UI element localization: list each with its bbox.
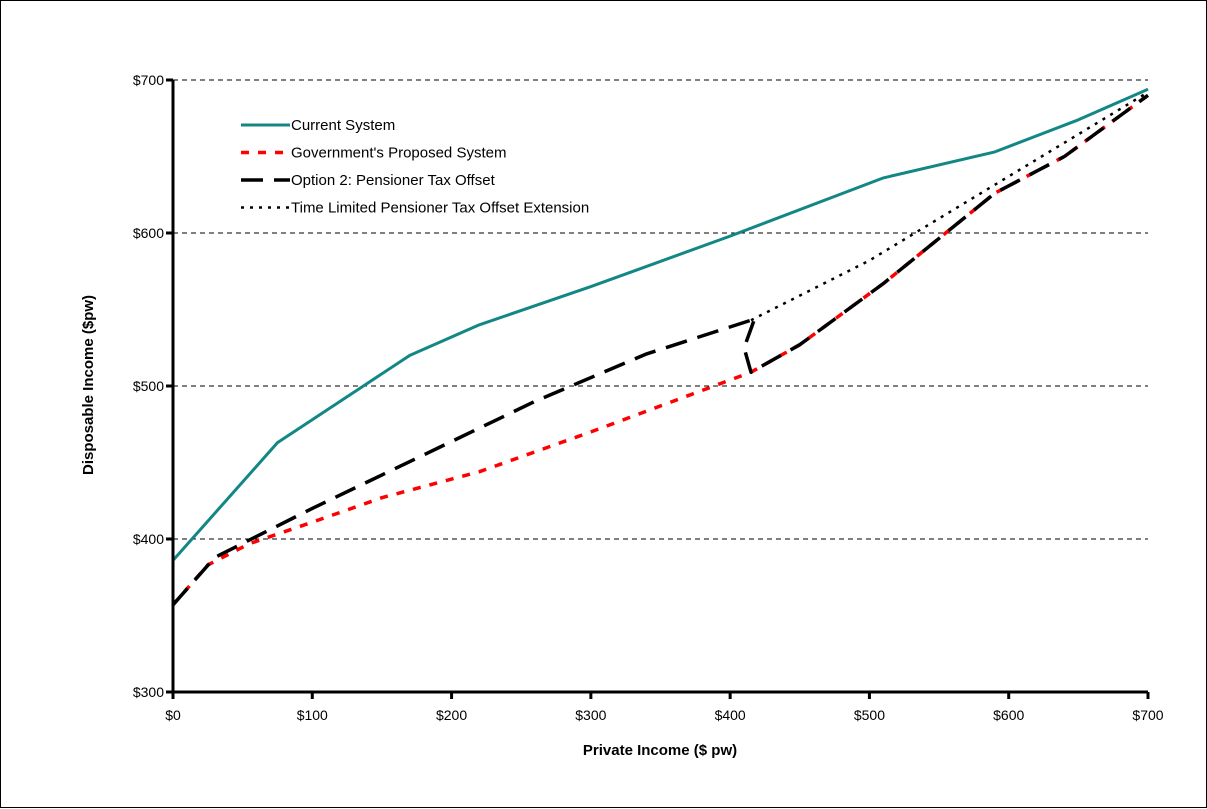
x-tick-label: $300: [575, 707, 606, 723]
x-axis-title: Private Income ($ pw): [583, 742, 737, 759]
legend-label: Option 2: Pensioner Tax Offset: [291, 172, 496, 189]
legend: Current System Government's Proposed Syst…: [241, 117, 589, 217]
y-tick-label: $400: [133, 531, 164, 547]
x-tick-label: $700: [1132, 707, 1163, 723]
y-tick-label: $700: [133, 72, 164, 88]
series-lines: [171, 87, 1150, 606]
y-tick-label: $500: [133, 378, 164, 394]
x-tick-label: $0: [165, 707, 181, 723]
x-tick-label: $500: [854, 707, 885, 723]
legend-label: Government's Proposed System: [291, 145, 506, 162]
y-tick-label: $600: [133, 225, 164, 241]
y-tick-label: $300: [133, 684, 164, 700]
y-axis-title: Disposable Income ($pw): [80, 295, 97, 475]
legend-label: Current System: [291, 117, 395, 134]
x-tick-label: $200: [436, 707, 467, 723]
series-line-2: [171, 93, 1150, 606]
x-tick-label: $400: [715, 707, 746, 723]
series-line-3: [171, 93, 1150, 606]
axes: $300 $400 $500 $600 $700 $0 $100 $200 $300 $400 $5…: [133, 72, 1164, 723]
x-tick-label: $600: [993, 707, 1024, 723]
legend-label: Time Limited Pensioner Tax Offset Extens…: [291, 200, 589, 217]
x-tick-label: $100: [297, 707, 328, 723]
series-line-1: [171, 87, 1149, 562]
gridlines: [173, 79, 1148, 540]
